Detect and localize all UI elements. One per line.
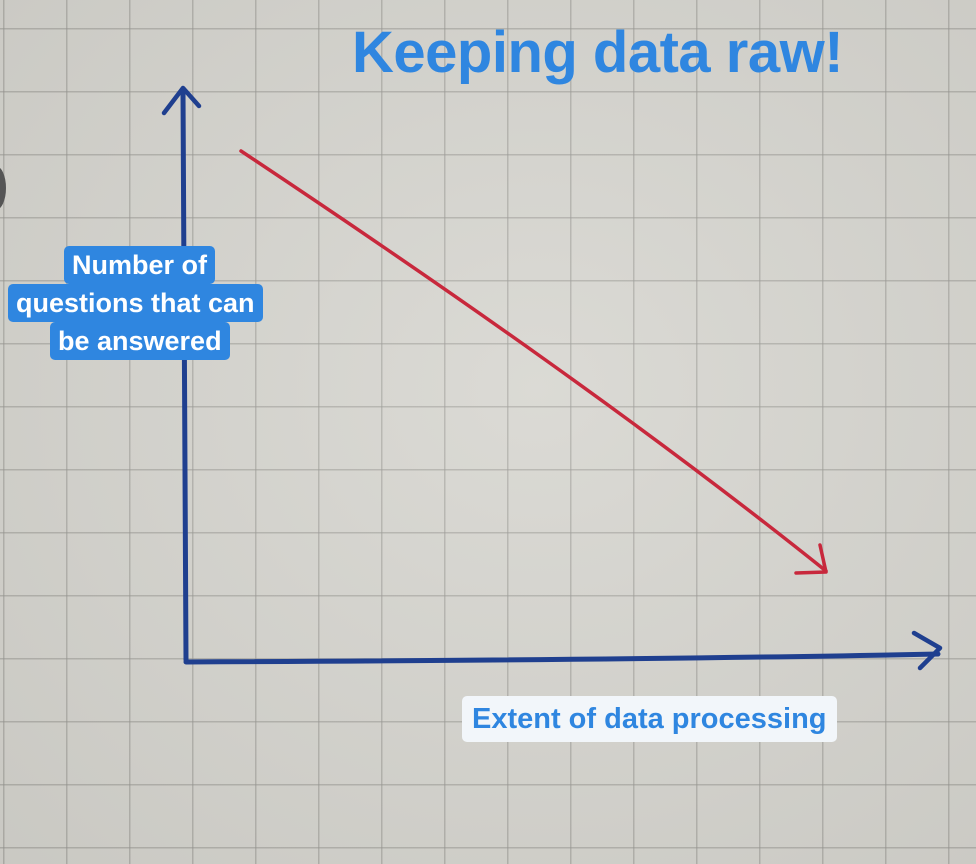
y-axis-label-line-2: questions that can [8,284,263,322]
x-axis-label: Extent of data processing [462,696,837,742]
y-axis-label: Number of questions that can be answered [8,246,308,366]
y-axis-label-line-1: Number of [64,246,215,284]
y-axis-arrowhead [161,85,202,116]
camera-edge-shadow [0,166,6,210]
x-axis-line [183,651,941,665]
trend-arrowhead [794,543,828,575]
x-axis-arrowhead [911,630,943,671]
trend-arrow-line [239,149,828,573]
y-axis-line [180,89,189,663]
y-axis-label-line-3: be answered [50,322,230,360]
diagram-title: Keeping data raw! [352,20,844,85]
